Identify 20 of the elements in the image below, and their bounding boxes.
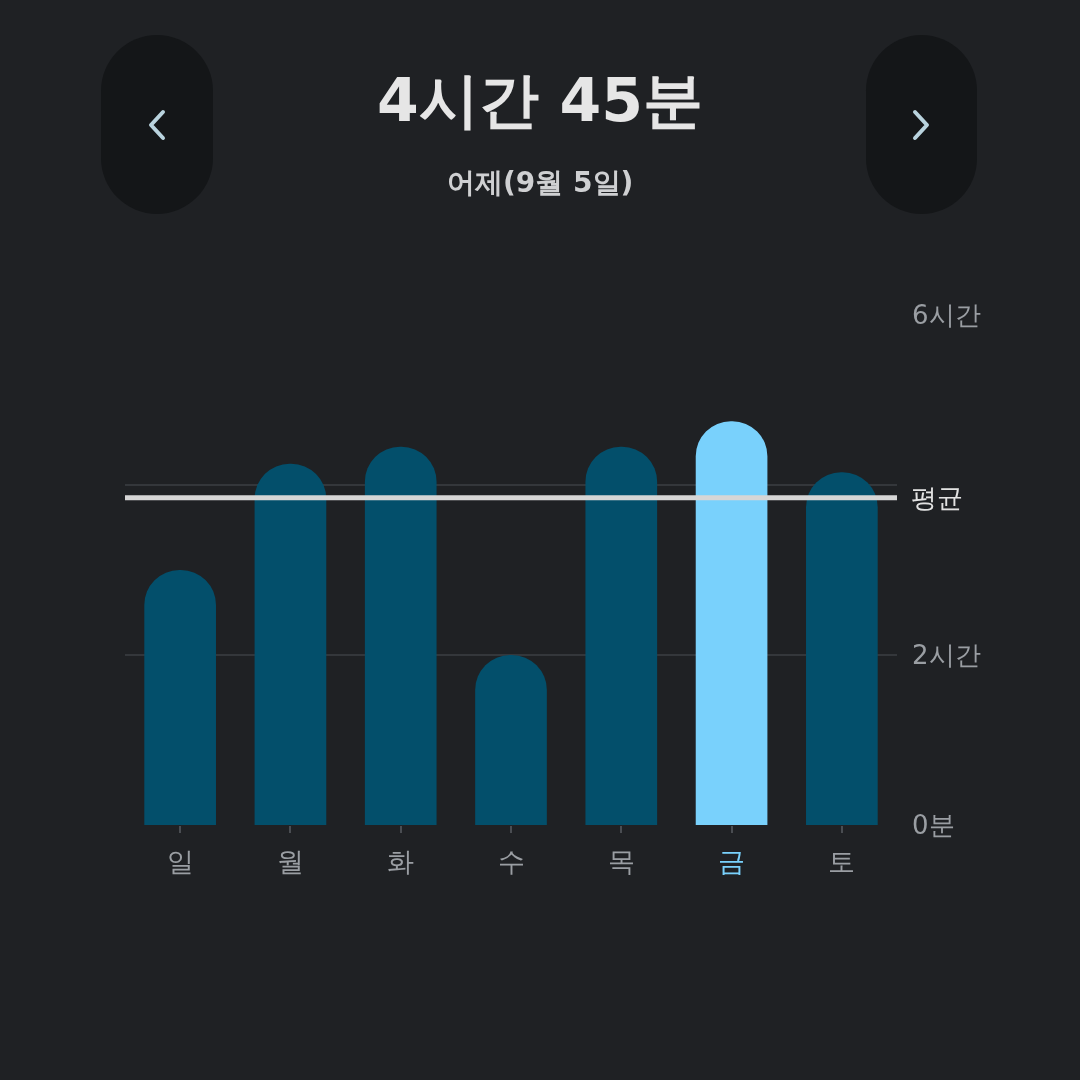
chart-subtitle: 어제(9월 5일): [447, 166, 634, 199]
y-tick-label: 0분: [912, 810, 955, 841]
bar: [475, 655, 547, 825]
x-tick-label: 월: [276, 846, 304, 878]
x-tick-label: 목: [607, 846, 635, 878]
y-tick-label: 6시간: [912, 300, 981, 331]
x-tick-label: 토: [828, 846, 856, 878]
x-tick-label: 화: [387, 846, 415, 878]
x-tick-label: 일: [166, 846, 194, 878]
ref-line-label: 평균: [911, 483, 963, 513]
bar: [695, 421, 768, 825]
bar: [254, 463, 327, 825]
chart-title: 4시간 45분: [376, 65, 704, 135]
x-tick-label: 금: [718, 846, 746, 878]
bar: [364, 446, 437, 825]
bar: [585, 446, 658, 825]
x-tick-label: 수: [497, 846, 525, 878]
bar: [806, 472, 878, 825]
y-tick-label: 2시간: [912, 640, 981, 671]
bar: [144, 570, 216, 825]
